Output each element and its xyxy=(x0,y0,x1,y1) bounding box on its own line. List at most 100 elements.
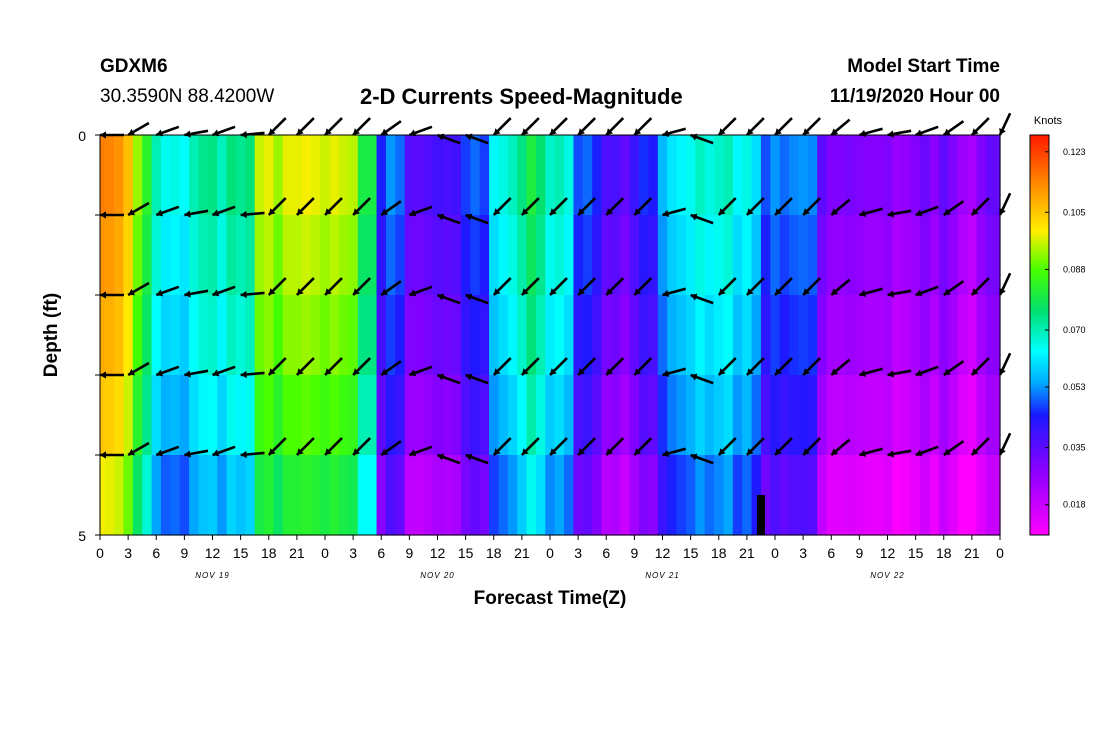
heatmap-cell xyxy=(442,375,453,456)
heatmap-cell xyxy=(779,295,790,376)
heatmap-cell xyxy=(929,375,940,456)
chart-title: 2-D Currents Speed-Magnitude xyxy=(360,84,683,109)
heatmap-cell xyxy=(151,295,162,376)
current-vector-head xyxy=(662,449,670,457)
heatmap-cell xyxy=(301,455,312,536)
heatmap-cell xyxy=(854,135,865,216)
current-vector-head xyxy=(550,368,557,375)
heatmap-cell xyxy=(310,375,321,456)
heatmap-cell xyxy=(142,215,153,296)
x-tick-label: 6 xyxy=(152,545,160,561)
current-vector-head xyxy=(325,368,332,375)
current-vector-head xyxy=(718,208,726,215)
heatmap-cell xyxy=(507,455,518,536)
heatmap-cell xyxy=(732,135,743,216)
current-vector-head xyxy=(718,448,726,455)
heatmap-cell xyxy=(770,295,781,376)
heatmap-cell xyxy=(367,455,378,536)
current-vector-head xyxy=(634,448,642,455)
heatmap-cell xyxy=(751,375,762,456)
heatmap-cell xyxy=(160,295,171,376)
heatmap-cell xyxy=(423,455,434,536)
heatmap-cell xyxy=(995,295,1001,376)
heatmap-cell xyxy=(592,215,603,296)
heatmap-cell xyxy=(648,135,659,216)
heatmap-cell xyxy=(507,215,518,296)
heatmap-cell xyxy=(292,295,303,376)
heatmap-cell xyxy=(798,375,809,456)
current-vector-head xyxy=(887,130,895,138)
heatmap-cell xyxy=(667,375,678,456)
x-tick-label: 21 xyxy=(739,545,755,561)
heatmap-cell xyxy=(114,375,125,456)
heatmap-cell xyxy=(723,375,734,456)
heatmap-cell xyxy=(732,375,743,456)
current-vector-head xyxy=(578,368,585,375)
heatmap-cell xyxy=(742,455,753,536)
heatmap-cell xyxy=(189,215,200,296)
heatmap-cell xyxy=(329,215,340,296)
heatmap-cell xyxy=(442,215,453,296)
heatmap-cell xyxy=(845,135,856,216)
heatmap-cell xyxy=(648,455,659,536)
current-vector-head xyxy=(437,453,445,461)
date-label: NOV 22 xyxy=(870,571,904,580)
heatmap-cell xyxy=(235,455,246,536)
heatmap-cell xyxy=(217,375,228,456)
heatmap-cell xyxy=(639,135,650,216)
heatmap-cell xyxy=(479,295,490,376)
current-vector-head xyxy=(381,128,389,135)
x-tick-label: 12 xyxy=(205,545,221,561)
heatmap-cell xyxy=(835,135,846,216)
heatmap-cell xyxy=(517,455,528,536)
heatmap-cell xyxy=(648,375,659,456)
heatmap-cell xyxy=(639,215,650,296)
heatmap-cell xyxy=(207,375,218,456)
heatmap-cell xyxy=(217,455,228,536)
heatmap-cell xyxy=(779,455,790,536)
current-vector-head xyxy=(971,448,979,455)
heatmap-cell xyxy=(807,135,818,216)
current-vector-head xyxy=(887,210,895,218)
x-tick-label: 12 xyxy=(880,545,896,561)
heatmap-cell xyxy=(985,455,996,536)
x-tick-label: 3 xyxy=(799,545,807,561)
heatmap-cell xyxy=(910,295,921,376)
x-tick-label: 6 xyxy=(827,545,835,561)
current-vector-head xyxy=(128,368,136,376)
heatmap-cell xyxy=(648,295,659,376)
x-tick-label: 15 xyxy=(908,545,924,561)
heatmap-cell xyxy=(104,135,115,216)
heatmap-cell xyxy=(104,455,115,536)
heatmap-cell xyxy=(751,295,762,376)
heatmap-cell xyxy=(723,295,734,376)
current-vector-head xyxy=(999,128,1006,135)
current-vector-head xyxy=(831,448,839,455)
heatmap-cell xyxy=(189,295,200,376)
current-vector-head xyxy=(775,208,782,215)
heatmap-cell xyxy=(217,135,228,216)
heatmap-cell xyxy=(610,375,621,456)
heatmap-cell xyxy=(245,455,256,536)
heatmap-cell xyxy=(554,375,565,456)
heatmap-cell xyxy=(367,375,378,456)
heatmap-cell xyxy=(460,455,471,536)
heatmap-cell xyxy=(976,295,987,376)
heatmap-cell xyxy=(423,295,434,376)
current-vector-head xyxy=(325,448,332,455)
heatmap-cell xyxy=(657,215,668,296)
heatmap-cell xyxy=(704,215,715,296)
heatmap-cell xyxy=(142,295,153,376)
heatmap-cell xyxy=(414,375,425,456)
heatmap-cell xyxy=(414,295,425,376)
x-tick-label: 9 xyxy=(630,545,638,561)
heatmap-cell xyxy=(114,455,125,536)
axes: 0 3 6 9 12 15 18 21 0 3 6 9 12 15 18 21 0 3 6 9 12 15 18 21 0 3 6 9… xyxy=(78,128,1004,580)
heatmap-cell xyxy=(967,215,978,296)
heatmap-cell xyxy=(329,295,340,376)
current-vector-head xyxy=(381,288,389,295)
heatmap-cell xyxy=(489,375,500,456)
heatmap-cell xyxy=(142,135,153,216)
heatmap-cell xyxy=(910,215,921,296)
heatmap-cell xyxy=(282,455,293,536)
